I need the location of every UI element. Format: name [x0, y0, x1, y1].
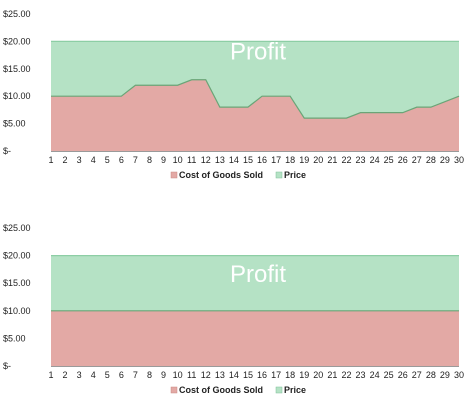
y-tick-label: $20.00	[3, 36, 31, 46]
x-tick-label: 6	[119, 370, 124, 380]
y-tick-label: $15.00	[3, 278, 31, 288]
cost-area	[51, 310, 459, 366]
y-tick-label: $-	[3, 146, 11, 156]
x-tick-label: 25	[384, 370, 394, 380]
x-tick-label: 25	[384, 155, 394, 165]
x-tick-label: 18	[285, 370, 295, 380]
bottom-chart: $-$5.00$10.00$15.00$20.00$25.001 2 3 4 5 6 7 8 9…	[3, 223, 464, 395]
x-tick-label: 19	[299, 155, 309, 165]
legend-label-price: Price	[284, 385, 306, 395]
x-tick-label: 12	[201, 155, 211, 165]
legend-swatch-price	[275, 171, 283, 179]
x-tick-label: 27	[412, 155, 422, 165]
x-tick-label: 6	[119, 155, 124, 165]
x-tick-label: 1	[48, 155, 53, 165]
x-tick-label: 2	[63, 155, 68, 165]
y-tick-label: $5.00	[3, 119, 26, 129]
x-tick-label: 26	[398, 155, 408, 165]
x-tick-label: 17	[271, 155, 281, 165]
x-tick-label: 7	[133, 370, 138, 380]
y-tick-label: $20.00	[3, 251, 31, 261]
x-tick-label: 22	[341, 155, 351, 165]
x-tick-label: 29	[440, 370, 450, 380]
cost-line	[51, 79, 460, 119]
y-tick-label: $10.00	[3, 306, 31, 316]
x-tick-label: 30	[454, 155, 464, 165]
x-tick-label: 24	[370, 370, 380, 380]
x-tick-label: 27	[412, 370, 422, 380]
legend-label-price: Price	[284, 170, 306, 180]
x-tick-label: 8	[147, 155, 152, 165]
x-tick-label: 16	[257, 370, 267, 380]
x-tick-label: 5	[105, 370, 110, 380]
x-tick-label: 8	[147, 370, 152, 380]
y-tick-label: $-	[3, 361, 11, 371]
y-tick-label: $25.00	[3, 223, 31, 233]
x-tick-label: 10	[173, 370, 183, 380]
x-tick-label: 16	[257, 155, 267, 165]
profit-annotation: Profit	[230, 261, 286, 288]
x-tick-label: 12	[201, 370, 211, 380]
x-tick-label: 28	[426, 370, 436, 380]
x-tick-label: 11	[187, 370, 196, 380]
x-tick-label: 17	[271, 370, 281, 380]
x-tick-label: 29	[440, 155, 450, 165]
x-tick-label: 15	[243, 155, 253, 165]
x-tick-label: 10	[173, 155, 183, 165]
y-tick-label: $5.00	[3, 333, 26, 343]
x-tick-label: 2	[63, 370, 68, 380]
x-tick-label: 21	[327, 155, 337, 165]
x-tick-label: 21	[327, 370, 337, 380]
x-tick-label: 11	[187, 155, 196, 165]
y-tick-label: $15.00	[3, 64, 31, 74]
x-tick-label: 4	[91, 155, 96, 165]
x-tick-label: 23	[356, 155, 366, 165]
y-tick-label: $10.00	[3, 91, 31, 101]
x-tick-label: 14	[229, 155, 239, 165]
cost-area	[51, 79, 459, 151]
x-tick-label: 22	[341, 370, 351, 380]
x-tick-label: 20	[313, 155, 323, 165]
legend-swatch-cost	[170, 386, 178, 394]
x-tick-label: 3	[77, 370, 82, 380]
x-tick-label: 20	[313, 370, 323, 380]
legend-swatch-cost	[170, 171, 178, 179]
top-chart: $-$5.00$10.00$15.00$20.00$25.001 2 3 4 5 6 7 8 9…	[3, 9, 464, 180]
x-tick-label: 15	[243, 370, 253, 380]
x-tick-label: 13	[215, 155, 225, 165]
legend-label-cost: Cost of Goods Sold	[179, 385, 263, 395]
x-tick-label: 14	[229, 370, 239, 380]
legend: Cost of Goods Sold Price	[170, 170, 306, 180]
x-tick-label: 19	[299, 370, 309, 380]
x-tick-label: 18	[285, 155, 295, 165]
x-tick-label: 24	[370, 155, 380, 165]
legend: Cost of Goods Sold Price	[170, 385, 306, 395]
legend-label-cost: Cost of Goods Sold	[179, 170, 263, 180]
x-tick-label: 28	[426, 155, 436, 165]
x-tick-label: 5	[105, 155, 110, 165]
x-tick-label: 3	[77, 155, 82, 165]
x-tick-label: 13	[215, 370, 225, 380]
x-tick-label: 9	[161, 370, 166, 380]
x-tick-label: 4	[91, 370, 96, 380]
legend-swatch-price	[275, 386, 283, 394]
profit-annotation: Profit	[230, 38, 286, 65]
y-tick-label: $25.00	[3, 9, 31, 19]
x-tick-label: 23	[356, 370, 366, 380]
x-tick-label: 7	[133, 155, 138, 165]
x-tick-label: 26	[398, 370, 408, 380]
x-tick-label: 30	[454, 370, 464, 380]
x-tick-label: 1	[48, 370, 53, 380]
x-tick-label: 9	[161, 155, 166, 165]
